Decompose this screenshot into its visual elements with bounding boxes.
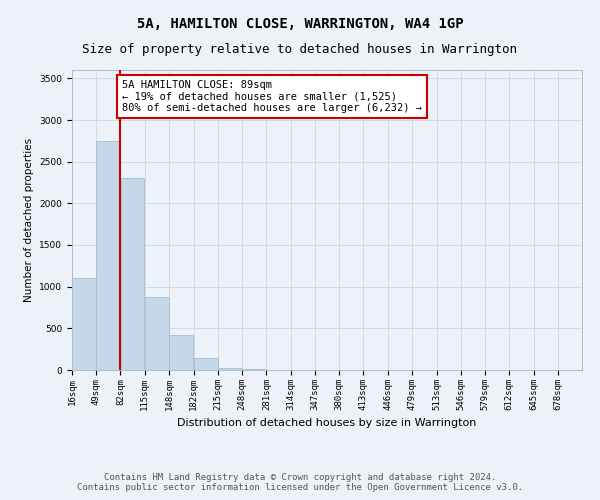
Text: 5A, HAMILTON CLOSE, WARRINGTON, WA4 1GP: 5A, HAMILTON CLOSE, WARRINGTON, WA4 1GP (137, 18, 463, 32)
Bar (242, 369, 266, 370)
Text: Contains HM Land Registry data © Crown copyright and database right 2024.
Contai: Contains HM Land Registry data © Crown c… (77, 473, 523, 492)
Y-axis label: Number of detached properties: Number of detached properties (24, 138, 34, 302)
Bar (169, 334, 193, 370)
Bar (72, 278, 96, 370)
Text: 5A HAMILTON CLOSE: 89sqm
← 19% of detached houses are smaller (1,525)
80% of sem: 5A HAMILTON CLOSE: 89sqm ← 19% of detach… (122, 80, 422, 113)
Bar (194, 358, 218, 370)
Bar (145, 297, 169, 370)
Bar (121, 178, 145, 370)
Bar (218, 368, 242, 370)
X-axis label: Distribution of detached houses by size in Warrington: Distribution of detached houses by size … (178, 418, 476, 428)
Bar (97, 141, 120, 370)
Text: Size of property relative to detached houses in Warrington: Size of property relative to detached ho… (83, 42, 517, 56)
